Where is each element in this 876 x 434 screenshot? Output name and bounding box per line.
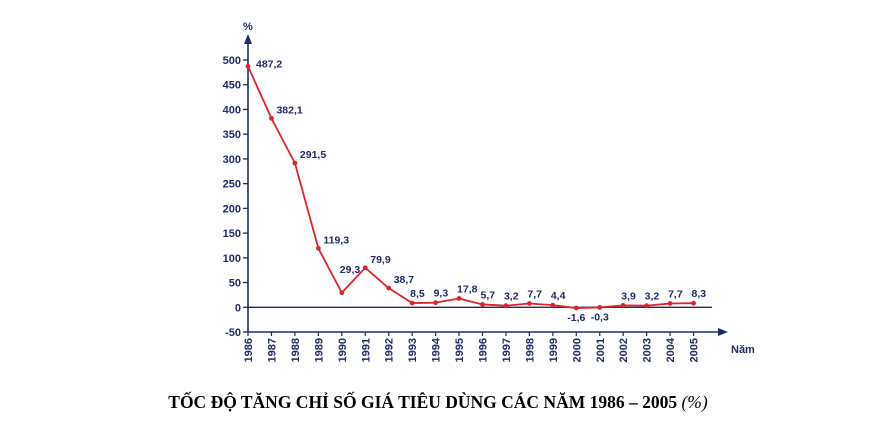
- data-point: [573, 305, 579, 311]
- data-label: 7,7: [527, 288, 542, 300]
- x-tick-label: 1994: [431, 337, 443, 362]
- y-axis-ticks: -50 0 50 100 150 200 250 300 350 400 450 500: [223, 55, 248, 339]
- data-point: [527, 301, 532, 306]
- data-point: [339, 290, 345, 296]
- x-tick-label: 1989: [313, 338, 325, 362]
- data-label: -1,6: [567, 312, 585, 324]
- chart-title: TỐC ĐỘ TĂNG CHỈ SỐ GIÁ TIÊU DÙNG CÁC NĂM…: [168, 392, 678, 412]
- data-point: [433, 300, 438, 306]
- x-tick-label: 1990: [337, 338, 349, 362]
- x-tick-label: 1987: [266, 338, 278, 362]
- data-label: 3,9: [621, 290, 636, 302]
- data-labels: 487,2 382,1 291,5 119,3 29,3 79,938,7 8,5 9,3 17…: [256, 58, 706, 324]
- data-point: [386, 285, 392, 291]
- x-tick-label: 1986: [243, 338, 255, 362]
- x-tick-label: 2003: [642, 338, 654, 362]
- data-point: [456, 296, 462, 301]
- data-point: [480, 302, 485, 307]
- data-label: 29,3: [340, 264, 361, 276]
- data-label: 9,3: [434, 288, 449, 300]
- data-point: [315, 245, 321, 251]
- data-point: [550, 302, 556, 308]
- data-point: [269, 115, 274, 121]
- x-tick-label: 1996: [478, 338, 490, 362]
- x-tick-label: 1995: [454, 338, 466, 362]
- data-point: [503, 303, 509, 309]
- data-point: [409, 300, 415, 306]
- y-tick-label: 300: [223, 154, 241, 166]
- data-point: [362, 265, 368, 271]
- data-label: 291,5: [300, 149, 326, 161]
- data-label: 3,2: [645, 291, 660, 303]
- data-point: [644, 303, 650, 309]
- data-point: [691, 300, 696, 306]
- x-tick-label: 1998: [524, 338, 536, 362]
- x-tick-label: 2005: [689, 338, 701, 362]
- x-tick-label: 1992: [384, 338, 396, 362]
- y-tick-label: 500: [223, 55, 241, 67]
- series-line: [247, 65, 694, 309]
- data-label: 8,3: [692, 288, 707, 300]
- data-label: 3,2: [504, 291, 519, 303]
- data-point: [245, 63, 251, 69]
- y-tick-label: 200: [223, 203, 241, 215]
- data-point: [597, 305, 603, 310]
- x-tick-label: 1997: [501, 338, 513, 362]
- data-label: 487,2: [256, 58, 282, 70]
- y-tick-label: 100: [223, 253, 241, 265]
- x-axis-ticks: 1986 1987 1988 1989 1990 1991 1992 1993 1994 1995…: [243, 332, 701, 362]
- x-tick-label: 1991: [360, 338, 372, 362]
- x-tick-label: 1993: [407, 338, 419, 362]
- x-tick-label: 2004: [665, 337, 677, 362]
- x-tick-label: 2002: [618, 338, 630, 362]
- y-tick-label: 350: [223, 129, 241, 141]
- y-tick-label: -50: [225, 327, 241, 339]
- data-label: 79,9: [370, 254, 391, 266]
- data-label: 8,5: [410, 288, 425, 300]
- y-tick-label: 150: [223, 228, 241, 240]
- data-point: [667, 301, 673, 306]
- x-tick-label: 1999: [548, 338, 560, 362]
- data-label: 5,7: [481, 289, 496, 301]
- data-label: 382,1: [276, 104, 302, 116]
- y-tick-label: 50: [229, 278, 241, 290]
- x-axis-arrow: [718, 328, 728, 336]
- y-tick-label: 400: [223, 104, 241, 116]
- y-axis-arrow: [244, 34, 252, 44]
- data-point: [292, 160, 298, 166]
- data-label: 17,8: [457, 283, 478, 295]
- y-axis-unit-label: %: [243, 21, 253, 33]
- series-layer: [245, 63, 696, 311]
- x-tick-label: 1988: [290, 338, 302, 362]
- data-label: 38,7: [394, 274, 415, 286]
- chart-caption: TỐC ĐỘ TĂNG CHỈ SỐ GIÁ TIÊU DÙNG CÁC NĂM…: [0, 392, 876, 413]
- x-tick-label: 2000: [571, 338, 583, 362]
- x-axis-unit-label: Năm: [731, 344, 755, 356]
- chart-title-unit: (%): [681, 392, 708, 412]
- x-tick-label: 2001: [595, 338, 607, 362]
- y-tick-label: 450: [223, 80, 241, 92]
- data-point: [620, 302, 626, 308]
- data-label: 7,7: [668, 288, 683, 300]
- data-label: -0,3: [591, 311, 609, 323]
- data-label: 4,4: [551, 290, 566, 302]
- y-tick-label: 0: [235, 302, 241, 314]
- y-tick-label: 250: [223, 179, 241, 191]
- data-label: 119,3: [323, 234, 349, 246]
